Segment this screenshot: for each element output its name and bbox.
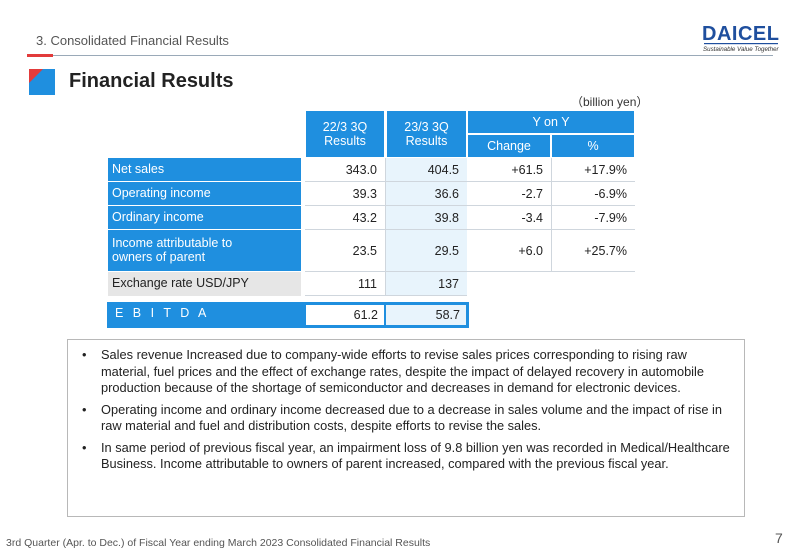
cell-ord-income-chg: -3.4 [467,206,551,230]
row-label-ordinary-income: Ordinary income [108,206,301,230]
cell-income-attr-23: 29.5 [386,230,467,272]
table-divider [385,158,386,296]
col-header-yoy: Y on Y [467,110,635,134]
commentary-box: Sales revenue Increased due to company-w… [67,339,745,517]
cell-net-sales-pct: +17.9% [551,158,635,182]
logo-tagline: Sustainable Value Together [703,46,780,53]
unit-label: （billion yen） [571,95,649,109]
footer-text: 3rd Quarter (Apr. to Dec.) of Fiscal Yea… [6,537,431,549]
header-divider [53,55,773,56]
cell-income-attr-pct: +25.7% [551,230,635,272]
cell-op-income-22: 39.3 [305,182,385,206]
cell-net-sales-chg: +61.5 [467,158,551,182]
cell-ord-income-22: 43.2 [305,206,385,230]
row-label-operating-income: Operating income [108,182,301,206]
cell-op-income-pct: -6.9% [551,182,635,206]
cell-exchange-23: 137 [386,272,467,296]
cell-ebitda-23: 58.7 [386,305,466,325]
col-header-23-3q: 23/3 3Q Results [386,110,467,158]
cell-op-income-23: 36.6 [386,182,467,206]
row-label-net-sales: Net sales [108,158,301,182]
cell-op-income-chg: -2.7 [467,182,551,206]
logo-text: DAICEL [702,23,779,45]
cell-ord-income-23: 39.8 [386,206,467,230]
cell-ord-income-pct: -7.9% [551,206,635,230]
col-header-22-3q: 22/3 3Q Results [305,110,385,158]
section-heading: 3. Consolidated Financial Results [36,33,229,48]
ebitda-label: E B I T D A [115,306,210,320]
col-header-change: Change [467,134,551,158]
bullet-item: In same period of previous fiscal year, … [78,440,734,473]
cell-income-attr-chg: +6.0 [467,230,551,272]
col-header-pct: % [551,134,635,158]
row-label-income-attributable: Income attributable to owners of parent [108,230,301,272]
row-label-exchange-rate: Exchange rate USD/JPY [108,272,301,296]
bullet-item: Operating income and ordinary income dec… [78,402,734,435]
table-divider [551,158,552,272]
page-title: Financial Results [69,70,234,92]
cell-net-sales-22: 343.0 [305,158,385,182]
page-number: 7 [775,530,783,546]
accent-line [27,54,53,57]
title-icon [29,69,55,95]
cell-exchange-22: 111 [305,272,385,296]
cell-income-attr-22: 23.5 [305,230,385,272]
bullet-item: Sales revenue Increased due to company-w… [78,347,734,397]
daicel-logo: DAICEL Sustainable Value Together [700,20,782,54]
cell-net-sales-23: 404.5 [386,158,467,182]
cell-ebitda-22: 61.2 [306,305,384,325]
